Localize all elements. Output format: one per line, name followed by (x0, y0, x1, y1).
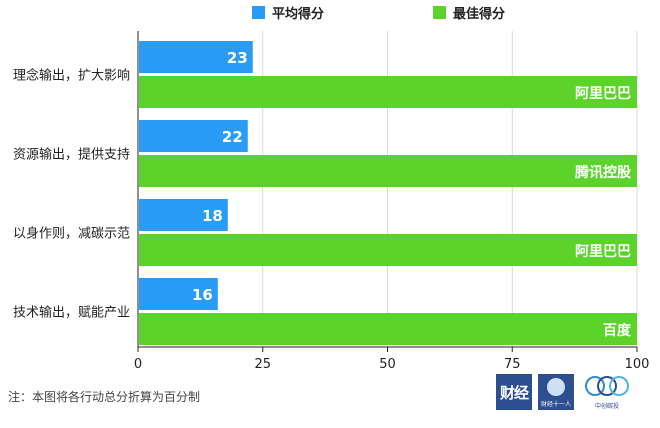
legend-swatch-average (252, 6, 265, 19)
legend: 平均得分 最佳得分 (0, 3, 660, 23)
category-label: 资源输出，提供支持 (13, 147, 130, 163)
average-score-bar (139, 199, 228, 231)
x-tick-label: 0 (134, 357, 142, 372)
legend-label-best: 最佳得分 (453, 7, 506, 22)
best-score-label: 腾讯控股 (575, 164, 632, 181)
legend-swatch-best (433, 6, 446, 19)
x-tick-label: 25 (254, 357, 271, 372)
caijing-logo: 财经 (496, 374, 532, 410)
footnote: 注：本图将各行动总分折算为百分制 (8, 390, 201, 404)
category-label: 以身作则，减碳示范 (13, 226, 130, 242)
average-score-bar (139, 120, 248, 152)
average-score-label: 18 (202, 207, 223, 225)
best-score-label: 阿里巴巴 (575, 86, 631, 102)
globe-icon (547, 378, 565, 396)
legend-item-best: 最佳得分 (433, 3, 505, 22)
zhongchuang-logo: 中创碳投 (580, 374, 634, 410)
zhongchuang-logo-text: 中创碳投 (594, 403, 619, 410)
x-tick-label: 50 (379, 357, 396, 372)
best-score-bar (139, 155, 637, 187)
logo-group: 财经 财经十一人 中创碳投 (496, 374, 634, 412)
caijing-eleven-logo-text: 财经十一人 (540, 401, 571, 408)
best-score-label: 百度 (603, 322, 632, 339)
best-score-bar (139, 76, 637, 108)
average-score-bar (139, 41, 253, 73)
category-label: 理念输出，扩大影响 (13, 68, 130, 84)
caijing-eleven-logo: 财经十一人 (538, 374, 574, 410)
legend-item-average: 平均得分 (252, 3, 324, 22)
caijing-logo-text: 财经 (499, 383, 529, 402)
average-score-bar (139, 278, 218, 310)
average-score-label: 22 (222, 128, 243, 146)
average-score-label: 23 (227, 49, 248, 67)
legend-label-average: 平均得分 (272, 7, 325, 22)
best-score-bar (139, 234, 637, 266)
category-label: 技术输出，赋能产业 (13, 305, 130, 321)
average-score-label: 16 (192, 286, 213, 304)
x-tick-label: 75 (504, 357, 521, 372)
best-score-bar (139, 313, 637, 345)
rings-icon (585, 376, 629, 396)
x-tick-label: 100 (625, 357, 650, 372)
best-score-label: 阿里巴巴 (575, 244, 631, 260)
